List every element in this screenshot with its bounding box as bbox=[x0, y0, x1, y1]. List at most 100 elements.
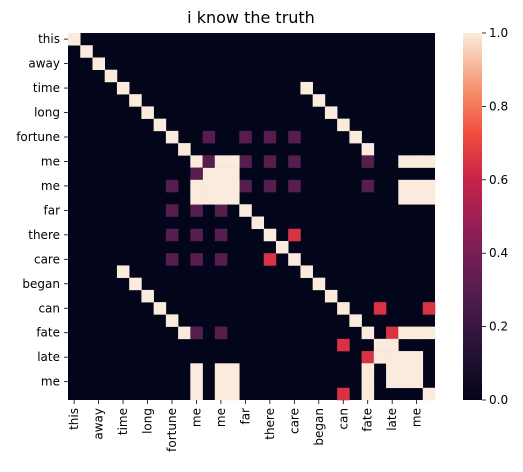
x-tick-label: fortune bbox=[165, 408, 179, 452]
heatmap-cell bbox=[398, 192, 411, 205]
heatmap-cell bbox=[214, 387, 228, 401]
heatmap-cell bbox=[361, 375, 375, 389]
heatmap-cell bbox=[165, 179, 179, 193]
heatmap-cell bbox=[337, 387, 350, 401]
heatmap-cell bbox=[386, 338, 399, 352]
heatmap-cell bbox=[214, 155, 228, 168]
heatmap-cell bbox=[263, 130, 277, 144]
heatmap-cell bbox=[263, 155, 277, 168]
colorbar-tick-label: 1.0 bbox=[489, 26, 508, 40]
heatmap-cell bbox=[153, 302, 167, 315]
heatmap-cell bbox=[337, 118, 350, 132]
heatmap-cell bbox=[410, 326, 424, 340]
heatmap-cell bbox=[263, 179, 277, 193]
x-tick-label: me bbox=[410, 408, 424, 427]
heatmap-cells bbox=[68, 33, 436, 401]
heatmap-cell bbox=[202, 192, 216, 205]
x-tick-label: away bbox=[92, 408, 106, 440]
heatmap-cell bbox=[337, 302, 350, 315]
heatmap-cell bbox=[398, 363, 411, 376]
heatmap-cell bbox=[227, 387, 240, 401]
heatmap-cell bbox=[373, 338, 387, 352]
x-tick-label: this bbox=[67, 408, 81, 430]
x-tick-label: late bbox=[385, 408, 399, 431]
heatmap-cell bbox=[422, 179, 436, 193]
heatmap-cell bbox=[190, 326, 203, 340]
heatmap-cell bbox=[373, 302, 387, 315]
heatmap-cell bbox=[178, 326, 191, 340]
heatmap-cell bbox=[410, 375, 424, 389]
heatmap-cell bbox=[227, 363, 240, 376]
heatmap-cell bbox=[190, 253, 203, 266]
heatmap-cell bbox=[337, 338, 350, 352]
heatmap-cell bbox=[202, 155, 216, 168]
heatmap-cell bbox=[178, 143, 191, 156]
heatmap-cell bbox=[129, 277, 142, 291]
colorbar-tick-label: 0.4 bbox=[489, 246, 508, 260]
y-tick-label: began bbox=[22, 277, 60, 291]
x-tick-labels: this away time long fortune me me far there care b… bbox=[67, 400, 424, 452]
x-tick-label: fate bbox=[361, 408, 375, 432]
heatmap-cell bbox=[239, 179, 252, 193]
heatmap-cell bbox=[361, 351, 375, 364]
heatmap-cell bbox=[239, 155, 252, 168]
heatmap-cell bbox=[361, 179, 375, 193]
chart-title: i know the truth bbox=[187, 8, 315, 27]
y-tick-label: late bbox=[37, 350, 60, 364]
heatmap-cell bbox=[312, 94, 326, 107]
heatmap-cell bbox=[373, 351, 387, 364]
heatmap-cell bbox=[422, 192, 436, 205]
heatmap-cell bbox=[227, 155, 240, 168]
heatmap-cell bbox=[104, 69, 118, 83]
heatmap-cell bbox=[165, 253, 179, 266]
heatmap-cell bbox=[263, 253, 277, 266]
heatmap-cell bbox=[386, 375, 399, 389]
colorbar-tick-label: 0.0 bbox=[489, 393, 508, 407]
heatmap-cell bbox=[288, 130, 301, 144]
heatmap-cell bbox=[153, 118, 167, 132]
heatmap-cell bbox=[410, 155, 424, 168]
heatmap-cell bbox=[214, 204, 228, 217]
heatmap-cell bbox=[361, 326, 375, 340]
heatmap-cell bbox=[349, 130, 362, 144]
heatmap-cell bbox=[227, 192, 240, 205]
heatmap-cell bbox=[300, 265, 313, 278]
x-tick-label: can bbox=[336, 408, 350, 430]
heatmap-cell bbox=[214, 179, 228, 193]
heatmap-cell bbox=[410, 192, 424, 205]
y-tick-label: away bbox=[28, 57, 60, 71]
colorbar bbox=[463, 33, 482, 400]
y-tick-label: time bbox=[33, 81, 60, 95]
heatmap-cell bbox=[410, 351, 424, 364]
heatmap-cell bbox=[165, 314, 179, 327]
heatmap-cell bbox=[288, 179, 301, 193]
heatmap-cell bbox=[190, 363, 203, 376]
y-tick-label: care bbox=[34, 252, 60, 266]
x-tick-label: long bbox=[141, 408, 155, 434]
heatmap-cell bbox=[202, 130, 216, 144]
heatmap-cell bbox=[190, 155, 203, 168]
y-tick-label: fate bbox=[36, 326, 60, 340]
heatmap-cell bbox=[202, 179, 216, 193]
heatmap-cell bbox=[422, 387, 436, 401]
y-tick-label: long bbox=[34, 106, 60, 120]
heatmap-cell bbox=[386, 363, 399, 376]
x-tick-label: care bbox=[287, 408, 301, 434]
heatmap-cell bbox=[324, 106, 338, 119]
heatmap-cell bbox=[263, 228, 277, 242]
heatmap-cell bbox=[214, 192, 228, 205]
heatmap-cell bbox=[398, 351, 411, 364]
heatmap-cell bbox=[422, 302, 436, 315]
y-tick-label: far bbox=[43, 203, 60, 217]
heatmap-cell bbox=[361, 387, 375, 401]
y-tick-label: me bbox=[41, 375, 60, 389]
heatmap-cell bbox=[422, 326, 436, 340]
heatmap-cell bbox=[398, 326, 411, 340]
heatmap-cell bbox=[165, 228, 179, 242]
heatmap-cell bbox=[227, 179, 240, 193]
heatmap-cell bbox=[312, 277, 326, 291]
heatmap-cell bbox=[190, 167, 203, 181]
heatmap-cell bbox=[288, 253, 301, 266]
y-tick-labels: this away time long fortune me me far there care b… bbox=[16, 32, 68, 389]
